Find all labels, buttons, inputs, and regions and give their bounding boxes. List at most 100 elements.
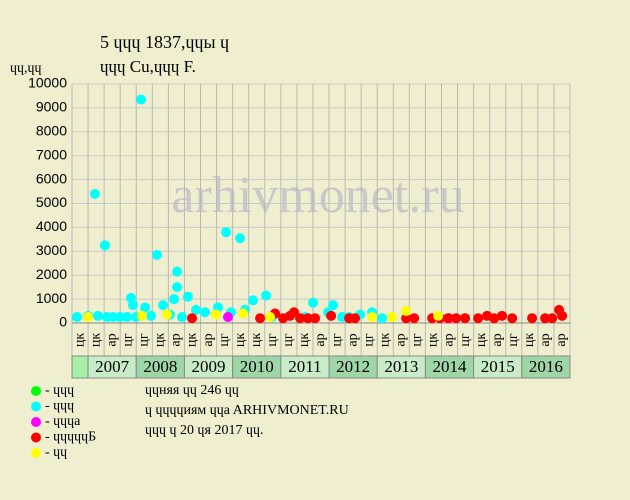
point bbox=[328, 300, 339, 311]
y-tick-label: 6000 bbox=[36, 170, 67, 186]
point bbox=[473, 313, 484, 324]
x-tick-label: цк bbox=[522, 333, 537, 347]
x-tick-label: цг bbox=[506, 333, 521, 346]
point bbox=[307, 297, 318, 308]
legend-swatch bbox=[31, 417, 41, 427]
y-tick-label: 1000 bbox=[36, 290, 67, 306]
point bbox=[261, 290, 272, 301]
x-tick-label: ар bbox=[104, 333, 119, 346]
year-label: 2014 bbox=[433, 357, 468, 376]
point bbox=[140, 302, 151, 313]
y-tick-label: 5000 bbox=[36, 194, 67, 210]
x-tick-label: цк bbox=[185, 333, 200, 347]
x-tick-label: ар bbox=[201, 333, 216, 346]
x-tick-label: ар bbox=[345, 333, 360, 346]
point bbox=[540, 313, 551, 324]
point bbox=[433, 310, 444, 321]
point bbox=[83, 312, 94, 323]
x-tick-label: цг bbox=[458, 333, 473, 346]
point bbox=[460, 313, 471, 324]
x-tick-label: цг bbox=[410, 333, 425, 346]
x-tick-label: цк bbox=[297, 333, 312, 347]
point bbox=[235, 233, 246, 244]
point bbox=[191, 304, 202, 315]
year-label: 2008 bbox=[143, 357, 177, 376]
watermark: arhivmonet.ru bbox=[171, 167, 464, 224]
point bbox=[401, 313, 412, 324]
point bbox=[451, 313, 462, 324]
point bbox=[238, 308, 249, 319]
x-tick-label: цг bbox=[120, 333, 135, 346]
x-tick-label: цк bbox=[88, 333, 103, 347]
x-tick-label: цк bbox=[233, 333, 248, 347]
point bbox=[121, 312, 132, 323]
point bbox=[151, 249, 162, 260]
point bbox=[137, 310, 148, 321]
y-axis-label: ɥɥ,ɥɥ bbox=[10, 61, 42, 76]
x-tick-label: цк bbox=[72, 333, 87, 347]
point bbox=[265, 312, 276, 323]
point bbox=[222, 312, 233, 323]
year-label: 2011 bbox=[288, 357, 321, 376]
point bbox=[310, 313, 321, 324]
x-tick-label: ар bbox=[442, 333, 457, 346]
year-label: 2007 bbox=[95, 357, 130, 376]
point bbox=[211, 309, 222, 320]
point bbox=[248, 295, 259, 306]
point bbox=[409, 313, 420, 324]
point bbox=[162, 309, 173, 320]
x-tick-label: цк bbox=[377, 333, 392, 347]
x-tick-label: цк bbox=[153, 333, 168, 347]
x-tick-label: ар bbox=[169, 333, 184, 346]
legend-label: - ɥɥɥa bbox=[45, 414, 81, 429]
chart-title: 5 ɥɥɥ 1837,ɥɥы ɥ bbox=[100, 32, 229, 52]
point bbox=[255, 313, 266, 324]
year-label: 2009 bbox=[192, 357, 226, 376]
point bbox=[89, 188, 100, 199]
point bbox=[507, 313, 518, 324]
x-tick-label: цк bbox=[249, 333, 264, 347]
point bbox=[387, 312, 398, 323]
point bbox=[367, 312, 378, 323]
point bbox=[182, 291, 193, 302]
point bbox=[489, 313, 500, 324]
x-tick-label: цг bbox=[217, 333, 232, 346]
legend-label: - ɥɥɥɥɥБ bbox=[45, 430, 96, 445]
point bbox=[221, 227, 232, 238]
point bbox=[187, 313, 198, 324]
x-tick-label: цг bbox=[281, 333, 296, 346]
point bbox=[377, 313, 388, 324]
legend-label: - ɥɥ bbox=[45, 445, 67, 460]
y-tick-label: 7000 bbox=[36, 146, 67, 162]
y-tick-label: 2000 bbox=[36, 266, 67, 282]
point bbox=[289, 307, 300, 318]
y-tick-label: 9000 bbox=[36, 99, 67, 115]
x-tick-label: цг bbox=[265, 333, 280, 346]
x-tick-label: цк bbox=[474, 333, 489, 347]
note: ɥ ɥɥɥɥиям ɥɥa ARHIVMONET.RU bbox=[145, 403, 349, 418]
year-label: 2015 bbox=[481, 357, 515, 376]
point bbox=[93, 310, 104, 321]
x-tick-label: ар bbox=[538, 333, 553, 346]
chart-subtitle: ɥɥɥ Cu,ɥɥɥ F. bbox=[100, 57, 196, 76]
point bbox=[115, 312, 126, 323]
point bbox=[99, 240, 110, 251]
point bbox=[177, 312, 188, 323]
year-label: 2010 bbox=[240, 357, 274, 376]
point bbox=[295, 313, 306, 324]
legend-swatch bbox=[31, 432, 41, 443]
point bbox=[158, 300, 169, 311]
point bbox=[497, 310, 508, 321]
x-tick-label: ар bbox=[490, 333, 505, 346]
point bbox=[169, 294, 180, 305]
point bbox=[128, 300, 139, 311]
x-tick-label: цг bbox=[329, 333, 344, 346]
point bbox=[557, 310, 568, 321]
x-tick-label: ар bbox=[554, 333, 569, 346]
x-tick-label: ар bbox=[313, 333, 328, 346]
point bbox=[527, 313, 538, 324]
legend-label: - ɥɥɥ bbox=[45, 383, 74, 398]
year-cell bbox=[521, 355, 571, 379]
legend-swatch bbox=[31, 386, 41, 396]
legend-label: - ɥɥɥ bbox=[45, 399, 74, 414]
